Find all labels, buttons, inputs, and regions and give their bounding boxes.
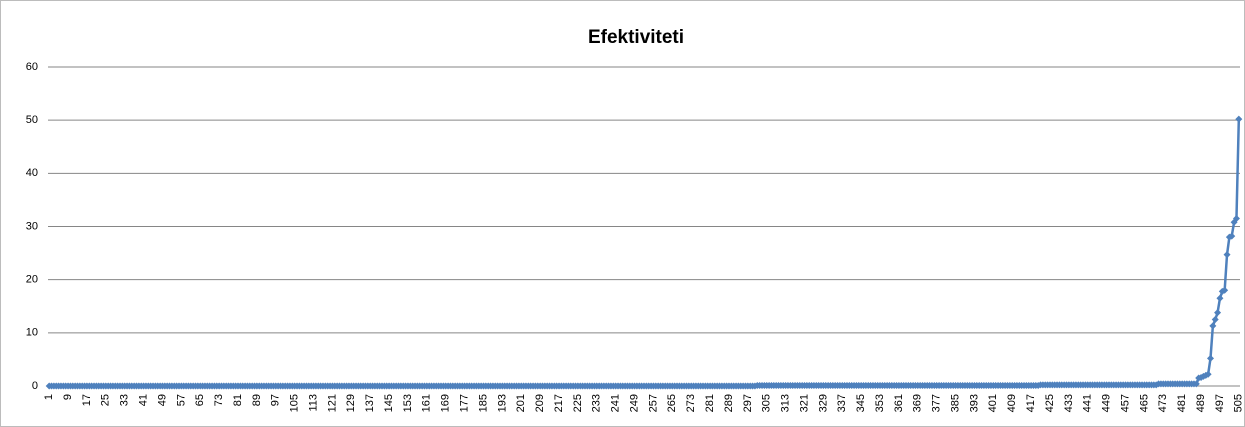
x-tick-label: 497 (1214, 394, 1226, 412)
x-tick-label: 321 (798, 394, 810, 412)
x-tick-label: 337 (836, 394, 848, 412)
data-point (1223, 251, 1231, 259)
x-tick-label: 313 (780, 394, 792, 412)
x-tick-label: 305 (761, 394, 773, 412)
data-point (1228, 232, 1236, 240)
x-tick-label: 137 (364, 394, 376, 412)
x-tick-label: 417 (1025, 394, 1037, 412)
x-tick-label: 449 (1101, 394, 1113, 412)
x-tick-label: 25 (100, 394, 112, 406)
x-tick-label: 345 (855, 394, 867, 412)
x-tick-label: 233 (591, 394, 603, 412)
x-tick-label: 201 (515, 394, 527, 412)
x-tick-label: 65 (194, 394, 206, 406)
x-tick-label: 161 (421, 394, 433, 412)
x-tick-label: 89 (251, 394, 263, 406)
x-tick-label: 505 (1233, 394, 1245, 412)
x-tick-label: 473 (1157, 394, 1169, 412)
x-tick-label: 81 (232, 394, 244, 406)
x-tick-label: 289 (723, 394, 735, 412)
x-tick-label: 241 (610, 394, 622, 412)
y-tick-label: 60 (26, 61, 38, 73)
data-point (1232, 215, 1240, 223)
x-tick-label: 177 (459, 394, 471, 412)
x-tick-label: 169 (440, 394, 452, 412)
x-tick-label: 121 (326, 394, 338, 412)
y-tick-label: 30 (26, 220, 38, 232)
x-tick-label: 105 (289, 394, 301, 412)
x-tick-label: 281 (704, 394, 716, 412)
x-tick-label: 465 (1138, 394, 1150, 412)
data-point (1204, 370, 1212, 378)
x-tick-label: 225 (572, 394, 584, 412)
y-tick-label: 40 (26, 167, 38, 179)
x-tick-label: 129 (345, 394, 357, 412)
x-tick-label: 193 (496, 394, 508, 412)
data-point (1206, 354, 1214, 362)
x-tick-label: 17 (81, 394, 93, 406)
data-point (1214, 309, 1222, 317)
y-tick-label: 0 (32, 380, 38, 392)
x-tick-label: 265 (666, 394, 678, 412)
x-tick-label: 393 (968, 394, 980, 412)
x-tick-label: 481 (1176, 394, 1188, 412)
y-tick-label: 50 (26, 114, 38, 126)
x-tick-label: 257 (647, 394, 659, 412)
x-tick-label: 113 (307, 394, 319, 412)
x-tick-label: 185 (477, 394, 489, 412)
data-point (1192, 380, 1200, 388)
x-tick-label: 425 (1044, 394, 1056, 412)
x-tick-label: 353 (874, 394, 886, 412)
x-tick-label: 385 (949, 394, 961, 412)
y-tick-label: 20 (26, 274, 38, 286)
data-point (1211, 316, 1219, 324)
data-point (1235, 115, 1243, 123)
x-tick-label: 249 (628, 394, 640, 412)
x-tick-label: 441 (1082, 394, 1094, 412)
x-tick-label: 217 (553, 394, 565, 412)
x-tick-label: 401 (987, 394, 999, 412)
x-tick-label: 73 (213, 394, 225, 406)
x-tick-label: 377 (931, 394, 943, 412)
data-point (1216, 294, 1224, 302)
x-tick-label: 97 (270, 394, 282, 406)
x-tick-label: 457 (1119, 394, 1131, 412)
y-tick-label: 10 (26, 327, 38, 339)
x-tick-label: 369 (912, 394, 924, 412)
x-tick-label: 41 (138, 394, 150, 406)
data-point (1209, 322, 1217, 330)
x-tick-label: 297 (742, 394, 754, 412)
x-tick-label: 273 (685, 394, 697, 412)
x-tick-label: 57 (175, 394, 187, 406)
x-tick-label: 153 (402, 394, 414, 412)
x-tick-label: 329 (817, 394, 829, 412)
x-tick-label: 33 (119, 394, 131, 406)
x-tick-label: 433 (1063, 394, 1075, 412)
x-tick-label: 9 (62, 394, 74, 400)
x-tick-label: 49 (156, 394, 168, 406)
data-point (1221, 286, 1229, 294)
x-tick-label: 361 (893, 394, 905, 412)
chart-title: Efektiviteti (588, 27, 684, 48)
x-tick-label: 489 (1195, 394, 1207, 412)
x-tick-label: 1 (43, 394, 55, 400)
x-tick-label: 409 (1006, 394, 1018, 412)
x-tick-label: 209 (534, 394, 546, 412)
x-tick-label: 145 (383, 394, 395, 412)
